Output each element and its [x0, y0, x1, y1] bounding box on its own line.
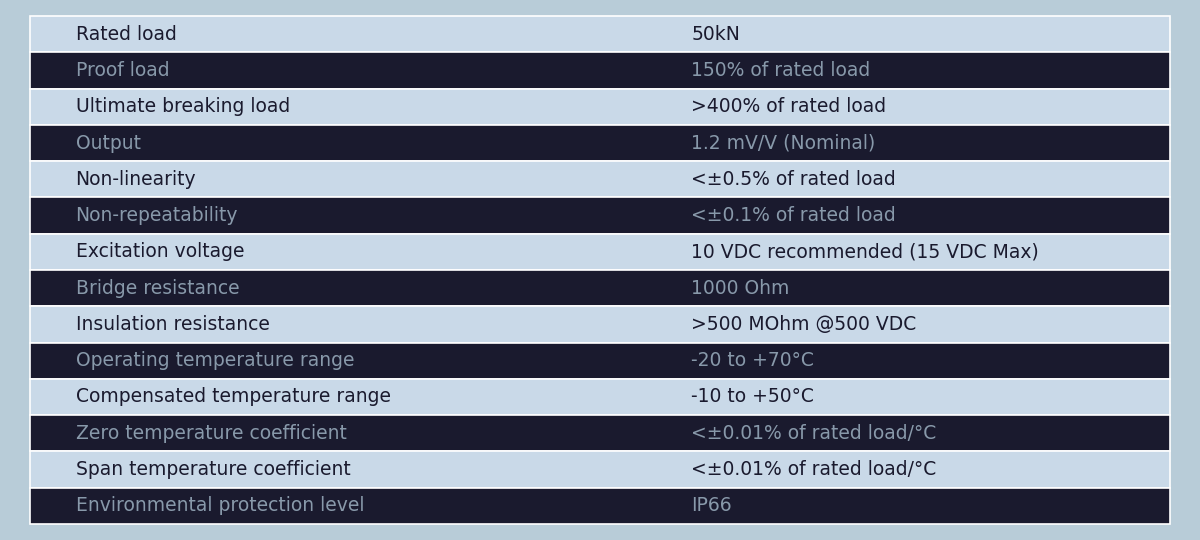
Text: <±0.5% of rated load: <±0.5% of rated load [691, 170, 896, 189]
FancyBboxPatch shape [30, 415, 1170, 451]
Text: 150% of rated load: 150% of rated load [691, 61, 870, 80]
Text: 50kN: 50kN [691, 25, 740, 44]
FancyBboxPatch shape [30, 451, 1170, 488]
Text: Bridge resistance: Bridge resistance [76, 279, 239, 298]
Text: -20 to +70°C: -20 to +70°C [691, 351, 814, 370]
FancyBboxPatch shape [30, 52, 1170, 89]
Text: <±0.01% of rated load/°C: <±0.01% of rated load/°C [691, 460, 936, 479]
Text: Environmental protection level: Environmental protection level [76, 496, 364, 515]
FancyBboxPatch shape [30, 488, 1170, 524]
Text: Non-repeatability: Non-repeatability [76, 206, 238, 225]
Text: <±0.01% of rated load/°C: <±0.01% of rated load/°C [691, 424, 936, 443]
Text: Output: Output [76, 133, 140, 153]
Text: >500 MOhm @500 VDC: >500 MOhm @500 VDC [691, 315, 917, 334]
Text: Zero temperature coefficient: Zero temperature coefficient [76, 424, 347, 443]
FancyBboxPatch shape [30, 270, 1170, 306]
FancyBboxPatch shape [30, 161, 1170, 198]
FancyBboxPatch shape [30, 16, 1170, 52]
FancyBboxPatch shape [30, 379, 1170, 415]
FancyBboxPatch shape [30, 125, 1170, 161]
Text: 1.2 mV/V (Nominal): 1.2 mV/V (Nominal) [691, 133, 876, 153]
Text: Ultimate breaking load: Ultimate breaking load [76, 97, 290, 116]
Text: >400% of rated load: >400% of rated load [691, 97, 887, 116]
FancyBboxPatch shape [30, 234, 1170, 270]
Text: 10 VDC recommended (15 VDC Max): 10 VDC recommended (15 VDC Max) [691, 242, 1039, 261]
Text: <±0.1% of rated load: <±0.1% of rated load [691, 206, 896, 225]
FancyBboxPatch shape [30, 89, 1170, 125]
Text: IP66: IP66 [691, 496, 732, 515]
Text: Non-linearity: Non-linearity [76, 170, 197, 189]
Text: Rated load: Rated load [76, 25, 176, 44]
FancyBboxPatch shape [30, 342, 1170, 379]
Text: Excitation voltage: Excitation voltage [76, 242, 244, 261]
Text: 1000 Ohm: 1000 Ohm [691, 279, 790, 298]
Text: Span temperature coefficient: Span temperature coefficient [76, 460, 350, 479]
Text: Operating temperature range: Operating temperature range [76, 351, 354, 370]
Text: Proof load: Proof load [76, 61, 169, 80]
FancyBboxPatch shape [30, 198, 1170, 234]
Text: Insulation resistance: Insulation resistance [76, 315, 270, 334]
FancyBboxPatch shape [30, 306, 1170, 342]
Text: Compensated temperature range: Compensated temperature range [76, 387, 391, 407]
Text: -10 to +50°C: -10 to +50°C [691, 387, 814, 407]
